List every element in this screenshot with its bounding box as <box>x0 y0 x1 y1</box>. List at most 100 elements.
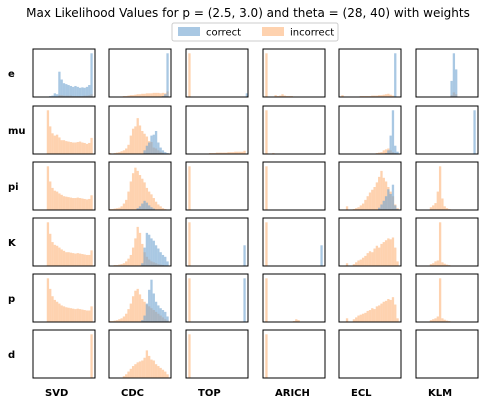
bar-correct-12 <box>60 79 63 97</box>
bar-incorrect-8 <box>51 187 54 210</box>
bar-incorrect-25 <box>90 334 93 378</box>
bar-incorrect-4 <box>118 264 121 266</box>
legend-swatch-correct <box>178 27 200 36</box>
bar-incorrect-19 <box>382 94 385 97</box>
bar-incorrect-14 <box>371 308 374 322</box>
bar-incorrect-19 <box>382 301 385 322</box>
bar-incorrect-8 <box>434 318 437 322</box>
bar-incorrect-17 <box>148 191 151 210</box>
bar-incorrect-6 <box>429 320 433 322</box>
bar-incorrect-18 <box>227 152 230 154</box>
bar-incorrect-12 <box>136 226 139 266</box>
bar-incorrect-14 <box>141 131 144 154</box>
bar-correct-22 <box>159 252 162 266</box>
panel-pi-ecl <box>338 161 402 211</box>
bar-incorrect-11 <box>364 255 367 266</box>
panel-d-klm <box>415 329 479 379</box>
bar-incorrect-20 <box>384 94 388 97</box>
bar-incorrect-16 <box>69 252 73 266</box>
bar-incorrect-20 <box>154 201 158 210</box>
bar-incorrect-10 <box>131 173 135 210</box>
bar-correct-16 <box>452 53 456 97</box>
bar-incorrect-9 <box>436 316 439 322</box>
bar-incorrect-12 <box>443 263 446 266</box>
row-label-K: K <box>8 238 17 249</box>
bar-incorrect-20 <box>78 253 82 266</box>
bar-correct-15 <box>143 315 146 322</box>
bar-incorrect-5 <box>274 95 277 97</box>
bar-incorrect-12 <box>60 305 63 322</box>
panel-K-svd <box>32 217 96 267</box>
panel-frame <box>415 217 479 267</box>
panel-frame <box>338 217 402 267</box>
bar-correct-24 <box>394 53 397 97</box>
bar-incorrect-12 <box>366 310 369 322</box>
bar-correct-18 <box>150 207 153 210</box>
bar-incorrect-15 <box>220 152 223 154</box>
panel-d-arich <box>262 329 326 379</box>
bar-correct-21 <box>157 248 160 266</box>
bar-correct-16 <box>69 85 73 97</box>
bar-incorrect-10 <box>361 203 365 210</box>
bar-correct-26 <box>245 93 248 97</box>
bar-correct-25 <box>473 110 476 154</box>
bar-correct-18 <box>380 204 383 210</box>
bar-incorrect-7 <box>355 262 358 266</box>
panel-pi-klm <box>415 161 479 211</box>
bar-incorrect-1 <box>188 53 191 97</box>
bar-correct-14 <box>141 203 144 210</box>
panel-e-ecl <box>338 48 402 98</box>
bar-correct-9 <box>53 93 56 97</box>
bar-incorrect-11 <box>58 193 61 210</box>
panel-frame <box>32 48 96 98</box>
bar-incorrect-5 <box>120 206 123 210</box>
bar-incorrect-14 <box>65 252 68 266</box>
bar-incorrect-6 <box>122 316 126 322</box>
col-label-arich: ARICH <box>275 388 310 399</box>
bar-correct-19 <box>152 293 155 322</box>
panel-grid: e mu pi Kp d SVD CDC TOP ARICH ECL KLM <box>8 48 479 399</box>
bar-incorrect-21 <box>81 309 84 322</box>
bar-correct-18 <box>150 238 153 266</box>
bar-correct-15 <box>143 247 146 266</box>
bar-incorrect-22 <box>83 142 86 154</box>
bar-incorrect-7 <box>355 208 358 210</box>
bar-correct-19 <box>382 200 385 210</box>
panel-e-arich <box>262 48 326 98</box>
col-label-top: TOP <box>198 388 221 399</box>
row-label-e: e <box>8 69 15 80</box>
panel-d-ecl <box>338 329 402 379</box>
bar-incorrect-23 <box>391 95 395 97</box>
bar-incorrect-15 <box>373 309 376 322</box>
bar-incorrect-9 <box>53 299 56 322</box>
bar-incorrect-19 <box>76 197 79 210</box>
bar-incorrect-13 <box>215 152 219 154</box>
bar-incorrect-7 <box>355 317 358 322</box>
bar-incorrect-9 <box>129 135 132 154</box>
bar-correct-22 <box>159 147 162 154</box>
bar-incorrect-16 <box>145 136 149 154</box>
bar-incorrect-24 <box>164 371 167 378</box>
bar-incorrect-24 <box>88 198 91 210</box>
bar-incorrect-16 <box>69 308 73 322</box>
bar-incorrect-17 <box>148 93 151 97</box>
legend: correct incorrect <box>171 22 339 42</box>
bar-incorrect-23 <box>85 143 89 154</box>
bar-incorrect-21 <box>157 204 160 210</box>
legend-label-correct: correct <box>206 28 241 39</box>
bar-incorrect-22 <box>389 299 392 322</box>
bar-incorrect-6 <box>46 166 50 210</box>
bar-correct-11 <box>58 71 61 97</box>
bar-incorrect-25 <box>396 318 399 322</box>
bar-incorrect-14 <box>295 319 298 322</box>
bar-incorrect-9 <box>359 314 362 322</box>
bar-incorrect-13 <box>138 294 142 322</box>
bar-incorrect-24 <box>88 310 91 322</box>
panel-mu-klm <box>415 105 479 155</box>
bar-incorrect-10 <box>55 245 59 266</box>
panel-frame <box>108 217 172 267</box>
bar-incorrect-18 <box>74 253 77 266</box>
bar-incorrect-21 <box>157 366 160 378</box>
panel-frame <box>108 105 172 155</box>
bar-correct-22 <box>389 135 392 154</box>
